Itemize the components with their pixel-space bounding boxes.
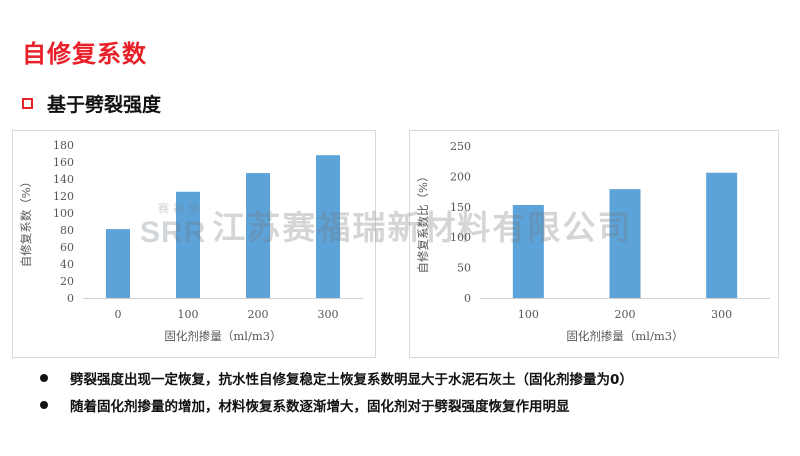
x-tick-label: 300 xyxy=(318,308,339,321)
bar xyxy=(512,204,544,298)
section-heading: 基于劈裂强度 xyxy=(22,90,161,117)
x-tick-label: 200 xyxy=(248,308,269,321)
y-tick-label: 100 xyxy=(53,207,74,220)
y-tick-label: 160 xyxy=(53,156,74,169)
y-tick-label: 180 xyxy=(53,139,74,152)
y-axis-label: 自修复系数（%） xyxy=(19,176,33,267)
x-tick-label: 300 xyxy=(711,308,732,321)
bar-chart-recovery-ratio: 0 50 100 150 200 250 100 200 300 固化剂掺量（ml/m3） 自修复系… xyxy=(416,140,770,343)
bullet-text: 劈裂强度出现一定恢复，抗水性自修复稳定土恢复系数明显大于水泥石灰土（固化剂掺量为… xyxy=(70,371,633,388)
page-title: 自修复系数 xyxy=(22,40,147,68)
bar xyxy=(246,173,270,298)
bar xyxy=(609,189,641,298)
y-tick-label: 140 xyxy=(53,173,74,186)
y-tick-label: 40 xyxy=(60,258,74,271)
y-tick-label: 20 xyxy=(60,275,74,288)
x-tick-label: 0 xyxy=(115,308,122,321)
y-tick-label: 80 xyxy=(60,224,74,237)
x-axis-label: 固化剂掺量（ml/m3） xyxy=(566,329,683,343)
x-tick-label: 100 xyxy=(178,308,199,321)
y-tick-label: 250 xyxy=(450,140,471,153)
bullet-list: 劈裂强度出现一定恢复，抗水性自修复稳定土恢复系数明显大于水泥石灰土（固化剂掺量为… xyxy=(40,364,633,418)
chart-panel-recovery-coefficient: 0 20 40 60 80 100 120 140 160 180 0 100 200 300 固化剂掺量（… xyxy=(12,130,376,358)
bullet-item: 随着固化剂掺量的增加，材料恢复系数逐渐增大，固化剂对于劈裂强度恢复作用明显 xyxy=(40,391,633,418)
square-bullet-icon xyxy=(22,98,33,109)
y-axis-label: 自修复系数比（%） xyxy=(416,171,430,274)
bullet-text: 随着固化剂掺量的增加，材料恢复系数逐渐增大，固化剂对于劈裂强度恢复作用明显 xyxy=(70,398,570,415)
bar xyxy=(176,191,200,298)
x-tick-label: 100 xyxy=(518,308,539,321)
y-tick-label: 120 xyxy=(53,190,74,203)
section-heading-text: 基于劈裂强度 xyxy=(47,94,162,116)
y-tick-label: 200 xyxy=(450,170,471,183)
bar xyxy=(106,229,130,298)
bullet-dot-icon xyxy=(40,400,48,409)
bar xyxy=(706,172,738,298)
chart-panel-recovery-ratio: 0 50 100 150 200 250 100 200 300 固化剂掺量（ml/m3） 自修复系… xyxy=(409,130,779,358)
bar xyxy=(316,155,340,298)
y-tick-label: 150 xyxy=(450,201,471,214)
bar-chart-recovery-coefficient: 0 20 40 60 80 100 120 140 160 180 0 100 200 300 固化剂掺量（… xyxy=(19,139,363,343)
y-tick-label: 50 xyxy=(457,262,471,275)
x-axis-label: 固化剂掺量（ml/m3） xyxy=(164,329,281,343)
y-tick-label: 0 xyxy=(67,292,74,305)
x-tick-label: 200 xyxy=(615,308,636,321)
bullet-dot-icon xyxy=(40,373,48,382)
bullet-item: 劈裂强度出现一定恢复，抗水性自修复稳定土恢复系数明显大于水泥石灰土（固化剂掺量为… xyxy=(40,364,633,391)
y-tick-label: 0 xyxy=(464,292,471,305)
y-tick-label: 60 xyxy=(60,241,74,254)
y-tick-label: 100 xyxy=(450,231,471,244)
